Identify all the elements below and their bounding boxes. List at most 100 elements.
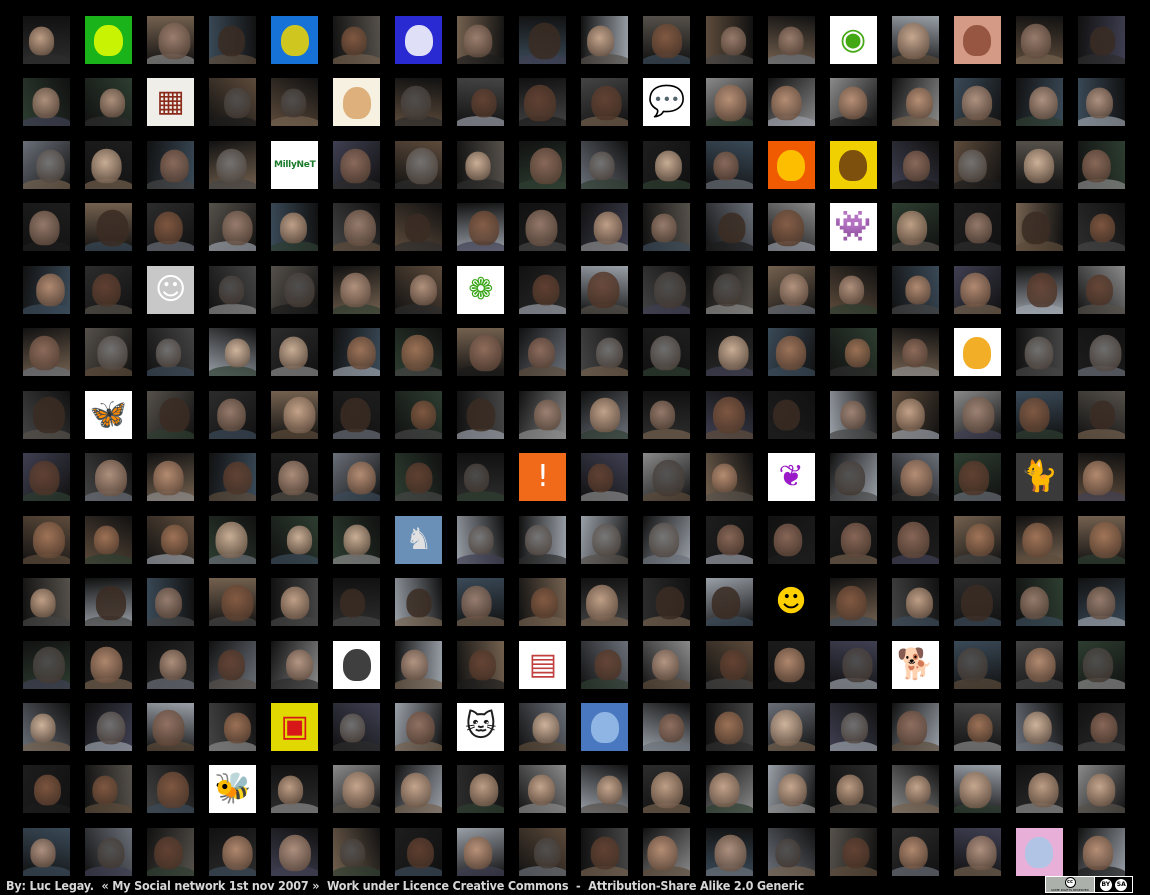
profile-photo-avatar [953, 265, 1001, 314]
profile-photo-avatar [643, 515, 691, 564]
profile-photo-avatar [1077, 640, 1125, 689]
cc-logo-block: cc SOME RIGHTS RESERVED [1046, 877, 1095, 892]
speech-bubble-avatar: 💬 [643, 78, 691, 127]
profile-photo-avatar [457, 640, 505, 689]
profile-photo-avatar [829, 640, 877, 689]
profile-photo-avatar [953, 578, 1001, 627]
profile-photo-avatar [643, 702, 691, 751]
profile-photo-avatar [581, 265, 629, 314]
profile-photo-avatar [829, 702, 877, 751]
profile-photo-avatar [333, 203, 381, 252]
profile-photo-avatar [953, 140, 1001, 189]
profile-photo-avatar [85, 640, 133, 689]
cat-drawing-avatar: 🐱 [457, 702, 505, 751]
profile-photo-avatar [767, 765, 815, 814]
profile-photo-avatar [1077, 453, 1125, 502]
profile-photo-avatar [23, 140, 70, 189]
photo-collage-avatar: ▤ [519, 640, 567, 689]
profile-photo-avatar [23, 78, 70, 127]
bright-orange-avatar [767, 140, 815, 189]
profile-photo-avatar [457, 203, 505, 252]
profile-photo-avatar [829, 515, 877, 564]
profile-photo-avatar [581, 390, 629, 439]
black-cat-avatar: 🐈 [1015, 453, 1063, 502]
profile-photo-avatar [953, 453, 1001, 502]
profile-photo-avatar [271, 390, 319, 439]
byline: By: Luc Legay. [6, 878, 94, 893]
profile-photo-avatar [1077, 390, 1125, 439]
cartoon-face-avatar [333, 78, 381, 127]
profile-photo-avatar [1077, 702, 1125, 751]
profile-photo-avatar [85, 702, 133, 751]
profile-photo-avatar [395, 578, 443, 627]
profile-photo-avatar [85, 578, 133, 627]
profile-photo-avatar [519, 765, 567, 814]
profile-photo-avatar [209, 265, 257, 314]
profile-photo-avatar [829, 390, 877, 439]
profile-photo-avatar [891, 765, 939, 814]
profile-photo-avatar [581, 515, 629, 564]
profile-photo-avatar [457, 578, 505, 627]
profile-photo-avatar [767, 265, 815, 314]
profile-photo-avatar [519, 140, 567, 189]
profile-photo-avatar [643, 390, 691, 439]
profile-photo-avatar [209, 16, 257, 64]
tattoo-avatar [953, 16, 1001, 64]
profile-photo-avatar [705, 827, 753, 876]
rss-figure-avatar: ! [519, 453, 567, 502]
profile-photo-avatar [519, 578, 567, 627]
profile-photo-avatar [457, 515, 505, 564]
separator: - [576, 878, 581, 893]
artwork-title: « My Social network 1st nov 2007 » [101, 878, 320, 893]
profile-photo-avatar [643, 453, 691, 502]
profile-photo-avatar [767, 702, 815, 751]
profile-photo-avatar [705, 515, 753, 564]
licence-statement: Work under Licence Creative Commons [327, 878, 569, 893]
profile-photo-avatar [891, 16, 939, 64]
rights-reserved-label: SOME RIGHTS RESERVED [1051, 888, 1089, 892]
profile-photo-avatar [953, 515, 1001, 564]
profile-photo-avatar [1015, 578, 1063, 627]
profile-photo-avatar [1015, 390, 1063, 439]
profile-photo-avatar [457, 827, 505, 876]
profile-photo-avatar [457, 328, 505, 377]
creative-commons-badge[interactable]: cc SOME RIGHTS RESERVED BY SA [1045, 876, 1133, 893]
profile-photo-avatar [705, 78, 753, 127]
profile-photo-avatar [829, 265, 877, 314]
profile-photo-avatar [147, 453, 195, 502]
badge-shield-avatar: MillyNeT [271, 140, 319, 189]
profile-photo-avatar [23, 328, 70, 377]
profile-photo-avatar [147, 578, 195, 627]
profile-photo-avatar [209, 640, 257, 689]
profile-photo-avatar [767, 203, 815, 252]
profile-photo-avatar [395, 390, 443, 439]
profile-photo-avatar [891, 140, 939, 189]
profile-photo-avatar [85, 328, 133, 377]
profile-photo-avatar [519, 702, 567, 751]
profile-photo-avatar [1015, 16, 1063, 64]
profile-photo-avatar [457, 390, 505, 439]
profile-photo-avatar [891, 390, 939, 439]
profile-photo-avatar [767, 390, 815, 439]
profile-photo-avatar [147, 640, 195, 689]
profile-photo-avatar [519, 265, 567, 314]
profile-photo-avatar [767, 827, 815, 876]
profile-photo-avatar [395, 265, 443, 314]
green-ring-avatar: ❁ [457, 265, 505, 314]
profile-photo-avatar [581, 827, 629, 876]
profile-photo-avatar [643, 640, 691, 689]
profile-photo-avatar [1015, 702, 1063, 751]
profile-photo-avatar [519, 203, 567, 252]
qr-art-avatar: ▦ [147, 78, 195, 127]
profile-photo-avatar [271, 265, 319, 314]
profile-photo-avatar [271, 640, 319, 689]
profile-photo-avatar [891, 78, 939, 127]
profile-photo-avatar [891, 265, 939, 314]
profile-photo-avatar [705, 765, 753, 814]
profile-photo-avatar [1077, 328, 1125, 377]
profile-photo-avatar [767, 16, 815, 64]
warhol-grid-avatar: ▣ [271, 702, 319, 751]
profile-photo-avatar [23, 390, 70, 439]
smiley-square-avatar: ☺ [147, 265, 195, 314]
profile-photo-avatar [953, 640, 1001, 689]
